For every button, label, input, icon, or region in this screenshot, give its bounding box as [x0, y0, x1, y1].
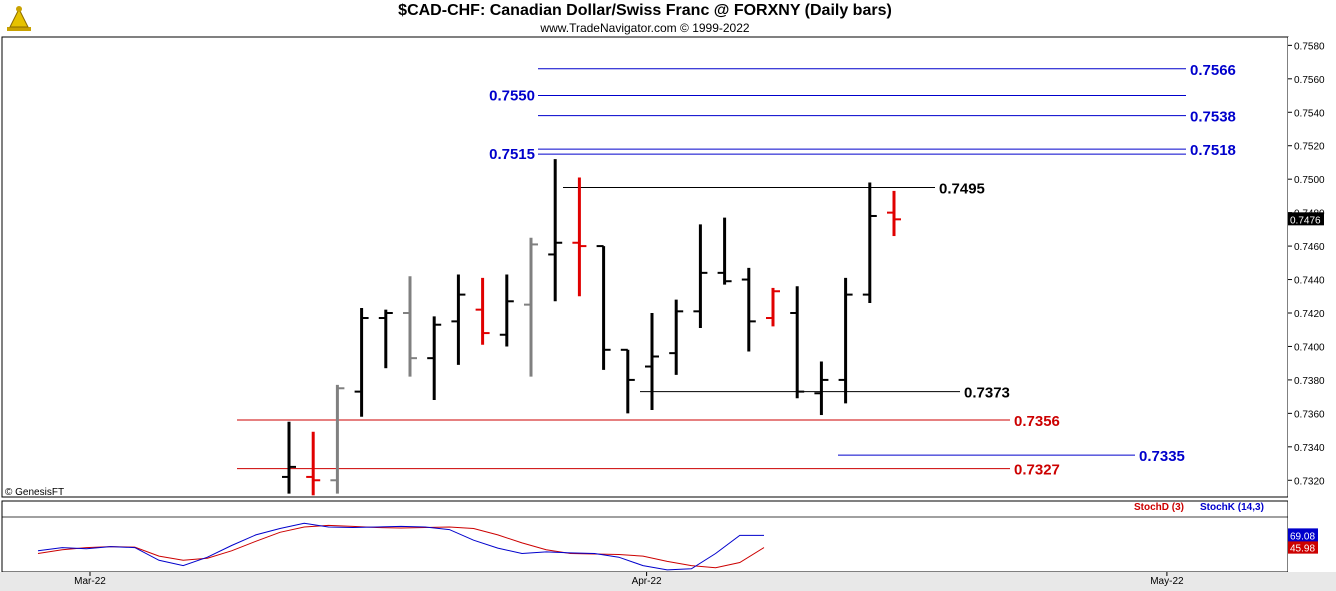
x-tick-label: May-22 — [1150, 576, 1184, 587]
y-tick-label: 0.7440 — [1294, 276, 1325, 287]
stoch-legend-k: StochK (14,3) — [1200, 502, 1264, 513]
y-tick-label: 0.7400 — [1294, 342, 1325, 353]
copyright-label: © GenesisFT — [5, 487, 64, 498]
stochastic-panel: 45.98 69.08 StochD (3) StochK (14,3) — [37, 502, 1318, 571]
level-label: 0.7335 — [1139, 448, 1185, 465]
stoch-last-box — [1288, 540, 1318, 554]
chart-subtitle: www.TradeNavigator.com © 1999-2022 — [540, 21, 750, 35]
x-tick-label: Apr-22 — [632, 576, 662, 587]
level-label: 0.7356 — [1014, 413, 1060, 430]
y-tick-label: 0.7360 — [1294, 409, 1325, 420]
level-label: 0.7566 — [1190, 62, 1236, 79]
level-label: 0.7495 — [939, 181, 985, 198]
chart-title: $CAD-CHF: Canadian Dollar/Swiss Franc @ … — [398, 2, 892, 19]
chart-header: $CAD-CHF: Canadian Dollar/Swiss Franc @ … — [0, 0, 1290, 38]
y-tick-label: 0.7580 — [1294, 41, 1325, 52]
level-label: 0.7515 — [489, 146, 535, 163]
stoch-legend-d: StochD (3) — [1134, 502, 1184, 513]
level-label: 0.7538 — [1190, 109, 1236, 126]
y-tick-label: 0.7420 — [1294, 309, 1325, 320]
y-tick-label: 0.7560 — [1294, 75, 1325, 86]
stoch-last-box — [1288, 528, 1318, 542]
level-label: 0.7518 — [1190, 142, 1236, 159]
level-label: 0.7327 — [1014, 462, 1060, 479]
axis-background — [1288, 37, 1336, 590]
date-axis: Mar-22 Apr-22 May-22 — [74, 572, 1184, 587]
stoch-line — [37, 524, 765, 569]
stoch-line — [37, 522, 764, 571]
chart-frame — [0, 36, 1336, 591]
level-label: 0.7550 — [489, 88, 535, 105]
y-tick-label: 0.7540 — [1294, 108, 1325, 119]
last-price-box — [1288, 212, 1324, 226]
y-tick-label: 0.7520 — [1294, 142, 1325, 153]
price-levels: 0.7566 0.7550 0.7538 0.7518 0.7515 0.7495 0.73… — [237, 62, 1236, 479]
logo-icon — [4, 3, 34, 33]
y-tick-label: 0.7380 — [1294, 376, 1325, 387]
price-bars — [282, 159, 901, 496]
y-tick-label: 0.7460 — [1294, 242, 1325, 253]
stoch-last-label: 45.98 — [1290, 544, 1315, 555]
level-label: 0.7373 — [964, 385, 1010, 402]
date-axis-background — [0, 572, 1336, 591]
x-tick-label: Mar-22 — [74, 576, 106, 587]
y-tick-label: 0.7500 — [1294, 175, 1325, 186]
stoch-last-label: 69.08 — [1290, 531, 1315, 542]
y-tick-label: 0.7340 — [1294, 443, 1325, 454]
price-panel-border — [1, 36, 1289, 498]
price-axis: 0.75800.75600.75400.75200.75000.74800.74… — [1288, 41, 1325, 487]
last-price-label: 0.7476 — [1290, 215, 1321, 226]
y-tick-label: 0.7320 — [1294, 476, 1325, 487]
